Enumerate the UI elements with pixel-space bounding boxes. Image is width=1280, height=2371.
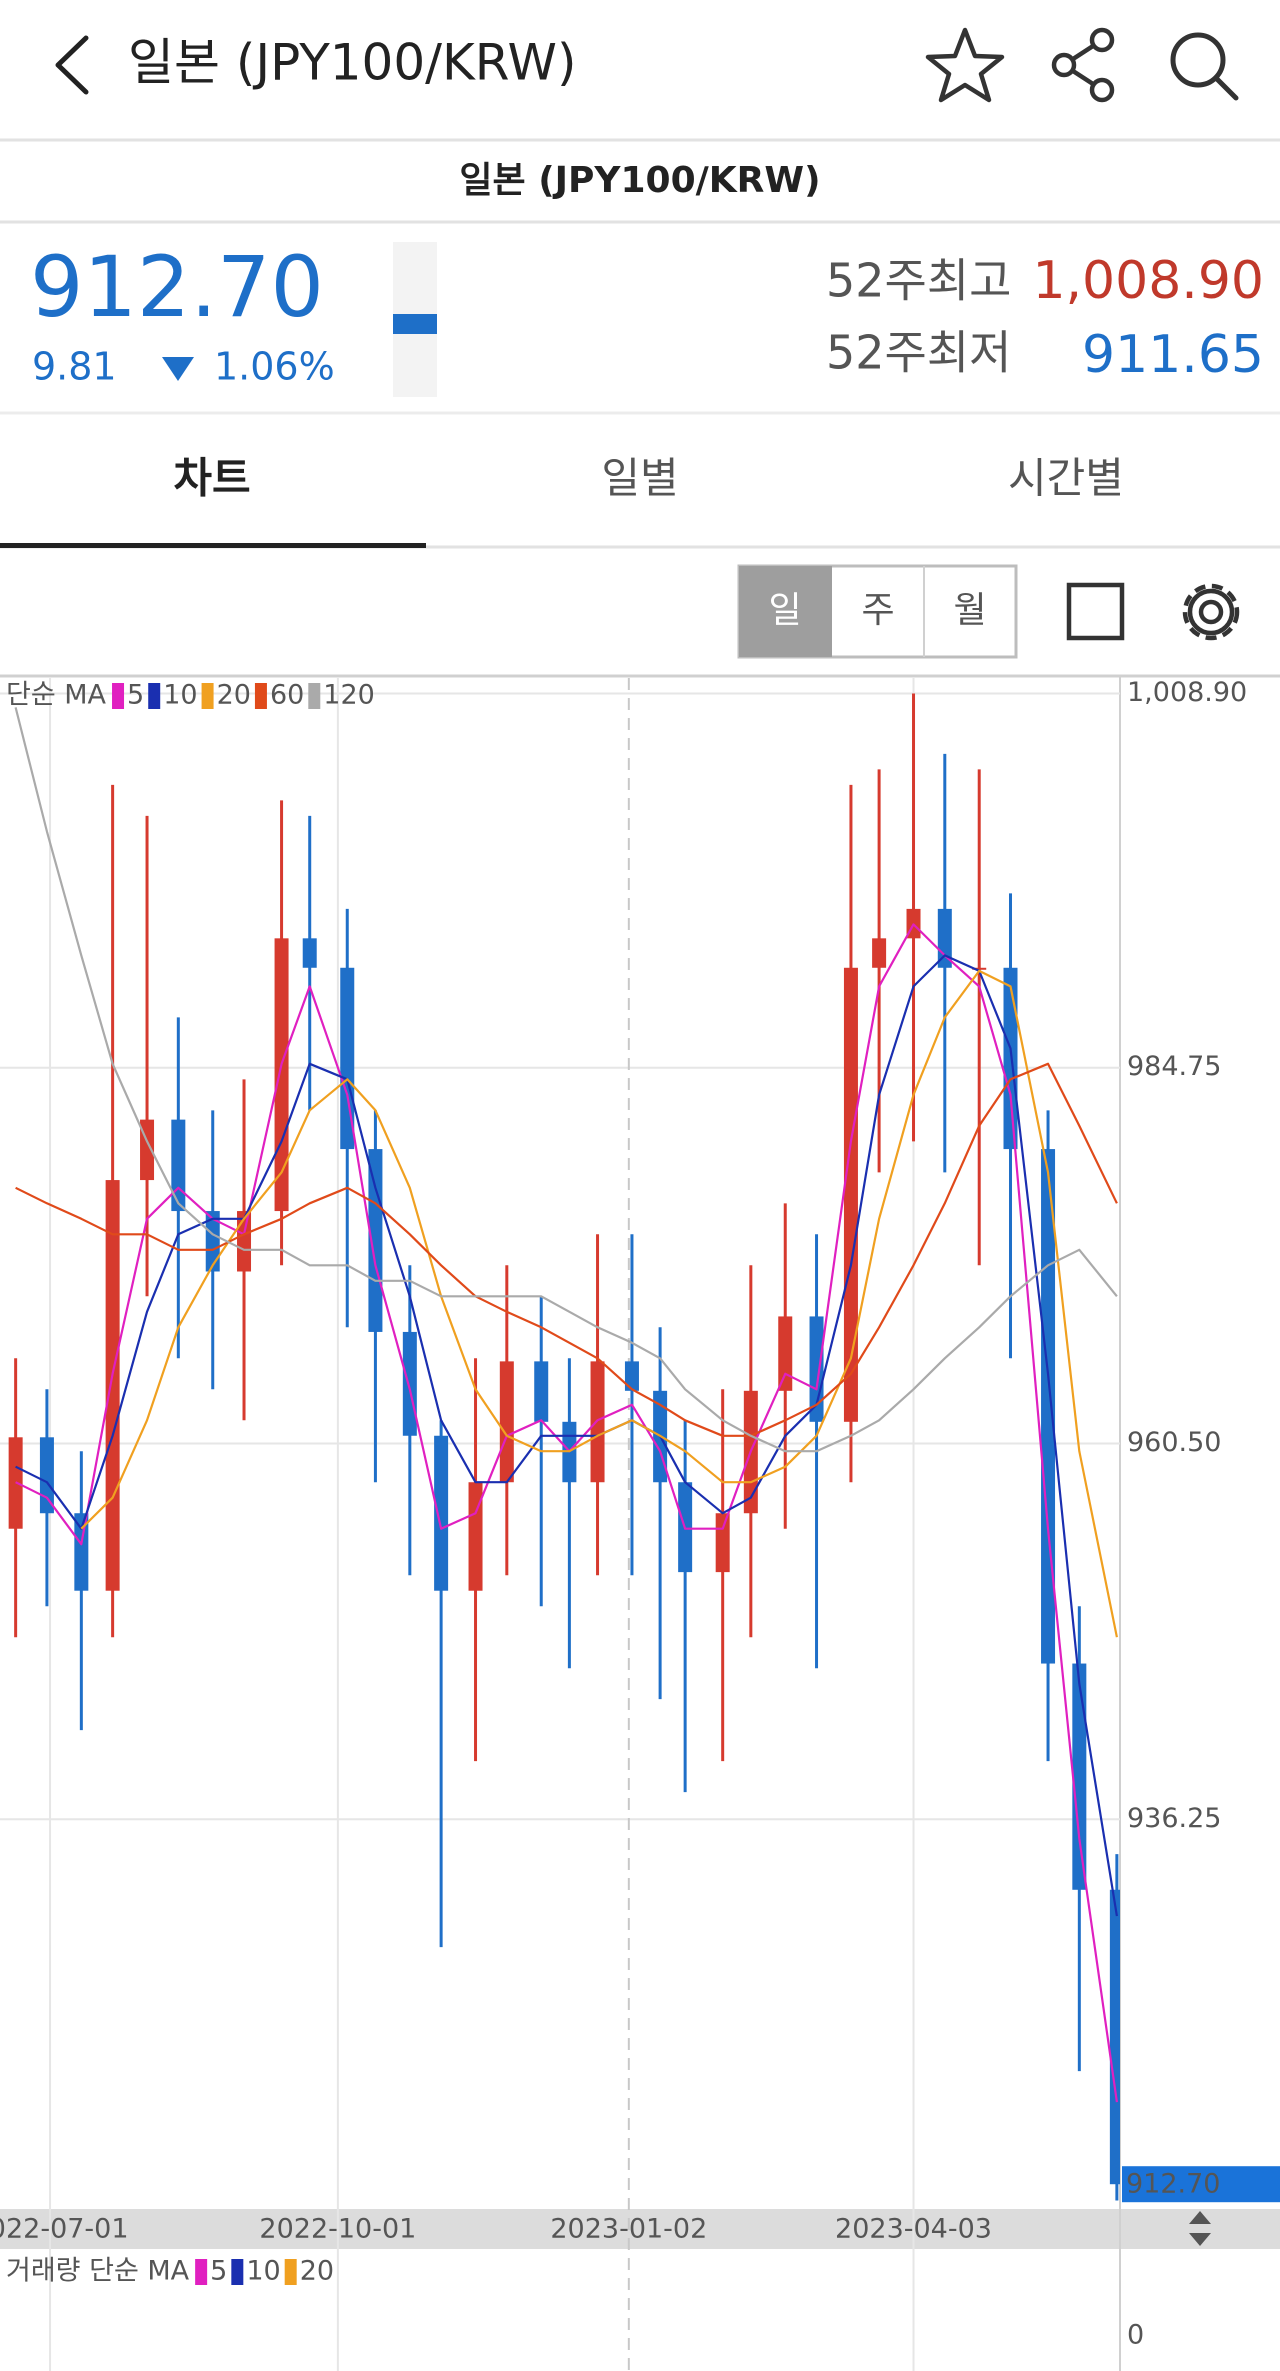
legend-swatch — [284, 2259, 297, 2285]
tab[interactable]: 시간별 — [1008, 454, 1124, 503]
instrument-name: 일본 (JPY100/KRW) — [459, 160, 820, 201]
candle-body — [434, 1435, 449, 1591]
candle-body — [402, 1331, 417, 1436]
legend-label: 20 — [300, 2256, 334, 2287]
candle-body — [872, 938, 887, 968]
ma-line — [15, 954, 1118, 1917]
legend-swatch — [148, 683, 161, 709]
low-52w-label: 52주최저 — [826, 326, 1012, 380]
ma-line — [80, 969, 1118, 1638]
legend-swatch — [254, 683, 267, 709]
tab[interactable]: 차트 — [173, 454, 250, 503]
legend-title: 단순 MA — [6, 680, 107, 711]
tab-indicator — [0, 543, 426, 548]
legend-label: 10 — [163, 680, 197, 711]
x-tick-label: 2023-01-02 — [550, 2214, 707, 2245]
candle-body — [105, 1180, 120, 1591]
legend-swatch — [112, 683, 125, 709]
period-button[interactable]: 일 — [768, 590, 801, 631]
current-price-tag — [1122, 2166, 1280, 2203]
y-tick-label: 984.75 — [1127, 1051, 1221, 1082]
app-bar: 일본 (JPY100/KRW) — [55, 27, 1239, 103]
period-button[interactable]: 주 — [861, 590, 894, 631]
favorite-button[interactable] — [925, 27, 1005, 103]
candle-body — [39, 1437, 54, 1514]
down-arrow — [162, 357, 194, 381]
y-tick-label: 936.25 — [1127, 1803, 1221, 1834]
legend-label: 60 — [270, 680, 304, 711]
x-tick-label: 2023-04-03 — [835, 2214, 992, 2245]
ma-line — [15, 1062, 1118, 1437]
back-button[interactable] — [55, 35, 89, 95]
candle-body — [368, 1149, 383, 1332]
tabs: 차트 일별 시간별 — [0, 454, 1280, 549]
fullscreen-button[interactable] — [1066, 582, 1125, 641]
y-tick-label: 1,008.90 — [1127, 677, 1247, 708]
quote: 912.70 9.81 1.06% 52주최고 1,008.90 52주최저 9… — [30, 238, 1264, 397]
share-button[interactable] — [1051, 27, 1115, 103]
candle-body — [274, 938, 289, 1212]
candle-body — [340, 967, 355, 1150]
legend-swatch — [201, 683, 214, 709]
change-percent: 1.06% — [214, 345, 335, 389]
current-price-label: 912.70 — [1126, 2169, 1220, 2200]
candle-body — [972, 967, 987, 970]
candle-body — [843, 967, 858, 1422]
candle-body — [468, 1482, 483, 1591]
legend-swatch — [308, 683, 321, 709]
legend-swatch — [231, 2259, 244, 2285]
candle-body — [1072, 1663, 1087, 1890]
candle-body — [1109, 1889, 1120, 2185]
high-52w-label: 52주최고 — [826, 254, 1012, 308]
page-title: 일본 (JPY100/KRW) — [128, 34, 576, 92]
candle-body — [302, 938, 317, 968]
moving-averages — [14, 707, 1118, 2103]
ma-line — [15, 923, 1118, 2103]
x-tick-label: 2022-07-01 — [0, 2214, 129, 2245]
x-axis-band — [0, 2209, 1280, 2249]
tab[interactable]: 일별 — [601, 454, 678, 503]
candle-body — [205, 1211, 220, 1272]
candle-body — [534, 1361, 549, 1422]
legend-label: 20 — [217, 680, 251, 711]
period-selector: 일 주 월 — [737, 564, 1018, 659]
candles — [8, 693, 1120, 2201]
resize-handle[interactable] — [1189, 2211, 1211, 2246]
legend-label: 10 — [246, 2256, 280, 2287]
price: 912.70 — [30, 238, 324, 336]
legend-label: 120 — [323, 680, 375, 711]
candle-body — [715, 1513, 730, 1573]
range-indicator-marker — [393, 314, 437, 334]
grid — [0, 678, 1120, 2371]
ma-line — [14, 707, 1118, 1453]
candle-body — [778, 1316, 793, 1391]
settings-button[interactable] — [1182, 583, 1240, 641]
period-button[interactable]: 월 — [953, 590, 986, 631]
candle-body — [499, 1361, 514, 1483]
axis-labels: 1,008.90 984.75 960.50 936.25 2022-07-01 2022… — [0, 677, 1280, 2351]
candle-body — [624, 1361, 639, 1391]
x-tick-label: 2022-10-01 — [259, 2214, 416, 2245]
legend-label: 5 — [127, 680, 144, 711]
legend-title: 거래량 단순 MA — [6, 2256, 190, 2287]
y-tick-label: 960.50 — [1127, 1427, 1221, 1458]
candle-body — [1041, 1149, 1056, 1664]
low-52w: 911.65 — [1082, 325, 1264, 385]
segment-selected — [739, 566, 832, 657]
candle-body — [809, 1316, 824, 1422]
legend-swatch — [195, 2259, 208, 2285]
high-52w: 1,008.90 — [1032, 251, 1264, 311]
candle-body — [171, 1119, 186, 1212]
candle-body — [1003, 967, 1018, 1150]
search-button[interactable] — [1170, 32, 1239, 101]
legend-label: 5 — [210, 2256, 227, 2287]
change: 9.81 — [32, 345, 117, 389]
y-tick-label: 0 — [1127, 2320, 1144, 2351]
candle-body — [237, 1211, 252, 1272]
candle-body — [74, 1513, 89, 1591]
